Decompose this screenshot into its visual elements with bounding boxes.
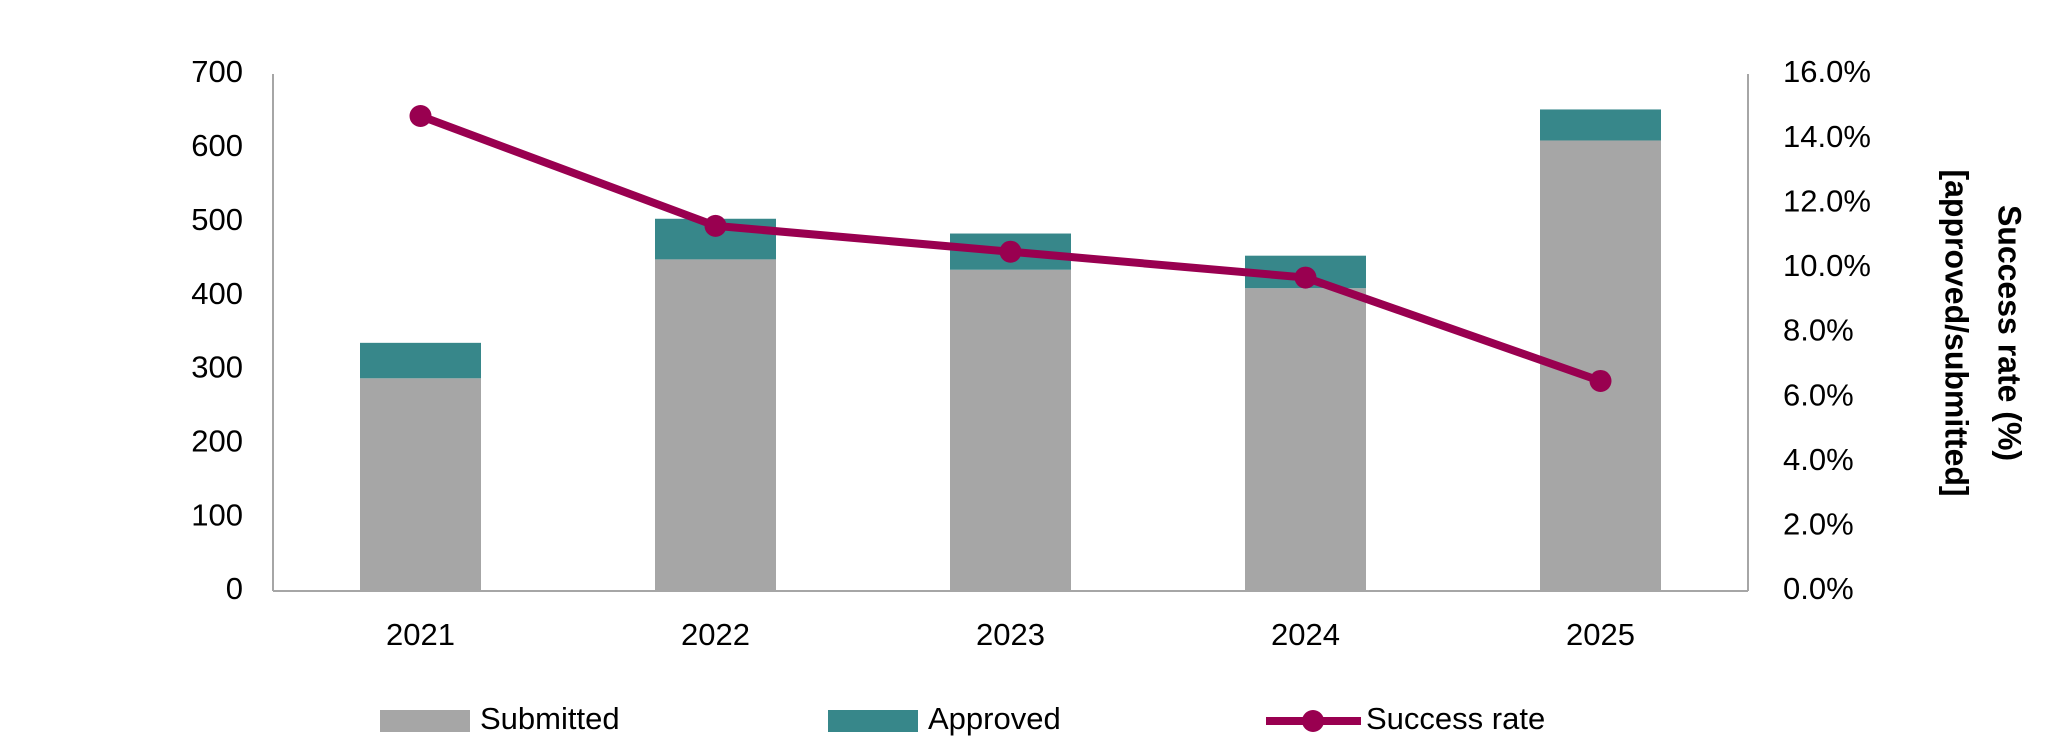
y-tick-label: 300 [191,350,243,385]
y2-tick-label: 12.0% [1783,183,1871,218]
y-tick-label: 100 [191,497,243,532]
legend-swatch [380,710,470,732]
x-tick-label: 2024 [1271,617,1340,652]
y-tick-label: 400 [191,276,243,311]
y2-tick-label: 6.0% [1783,377,1854,412]
y-tick-label: 0 [226,571,243,606]
y2-tick-label: 0.0% [1783,571,1854,606]
legend-label: Submitted [480,701,620,736]
y2-axis-title: [approved/submitted] [1939,169,1975,496]
bar [1540,109,1661,141]
x-tick-label: 2025 [1566,617,1635,652]
y2-tick-label: 8.0% [1783,313,1854,348]
y-tick-label: 200 [191,423,243,458]
line-point [1294,266,1317,289]
x-tick-label: 2021 [386,617,455,652]
line-point [1589,369,1612,392]
line-point [704,214,727,237]
x-tick-label: 2022 [681,617,750,652]
y-tick-label: 700 [191,54,243,89]
bar [655,259,776,591]
line-point [999,240,1022,263]
y2-tick-label: 14.0% [1783,119,1871,154]
bar [360,342,481,379]
y-tick-label: 500 [191,202,243,237]
legend-swatch [1302,710,1324,732]
y2-tick-label: 10.0% [1783,248,1871,283]
bar [360,378,481,591]
legend-label: Approved [928,701,1061,736]
y2-tick-label: 2.0% [1783,507,1854,542]
y2-tick-label: 4.0% [1783,442,1854,477]
legend-swatch [828,710,918,732]
y2-tick-label: 16.0% [1783,54,1871,89]
bar [950,269,1071,591]
legend-label: Success rate [1366,701,1545,736]
x-tick-label: 2023 [976,617,1045,652]
line-point [409,105,432,128]
y2-axis-title: Success rate (%) [1992,205,2028,461]
y-tick-label: 600 [191,128,243,163]
bar [1245,288,1366,591]
